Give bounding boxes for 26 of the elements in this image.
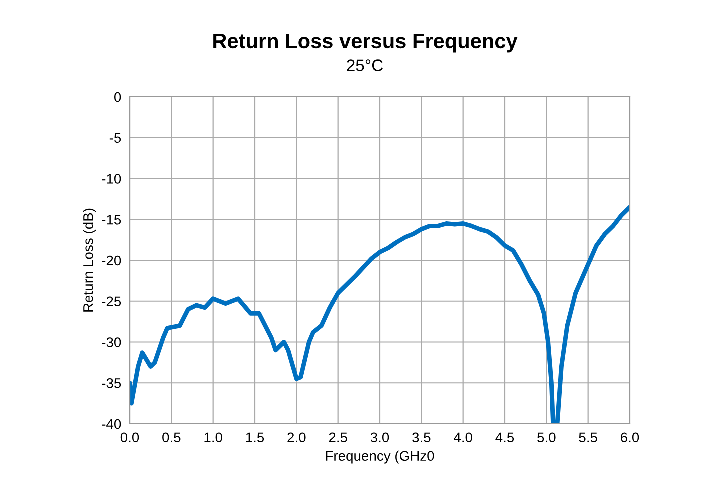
y-tick-label: -5	[110, 133, 122, 144]
y-tick-label: -20	[102, 256, 122, 266]
y-tick-label: -40	[102, 419, 122, 430]
x-tick-label: 1.0	[204, 432, 222, 443]
chart-subtitle: 25°C	[347, 60, 383, 72]
x-tick-label: 0.0	[120, 432, 140, 443]
x-tick-label: 3.0	[370, 432, 390, 443]
x-tick-label: 4.5	[496, 432, 514, 443]
chart-title: Return Loss versus Frequency	[214, 34, 518, 53]
x-tick-label: 0.5	[162, 432, 181, 443]
y-tick-label: -35	[102, 378, 122, 388]
y-tick-label: 0	[114, 92, 122, 102]
x-tick-label: 6.0	[621, 432, 640, 443]
y-tick-label: -10	[102, 174, 122, 184]
x-tick-label: 3.5	[412, 432, 431, 443]
x-tick-label: 2.5	[329, 432, 348, 443]
x-tick-label: 1.5	[246, 432, 264, 443]
x-tick-label: 2.0	[288, 432, 306, 443]
y-tick-label: -30	[102, 338, 122, 348]
y-tick-label: -25	[102, 296, 122, 307]
y-axis-title: Return Loss (dB)	[83, 208, 96, 312]
x-tick-label: 4.0	[454, 432, 472, 443]
y-tick-label: -15	[102, 215, 122, 225]
x-axis-title: Frequency (GHz0	[326, 450, 434, 464]
x-tick-label: 5.0	[538, 432, 556, 443]
x-tick-label: 5.5	[579, 432, 598, 443]
